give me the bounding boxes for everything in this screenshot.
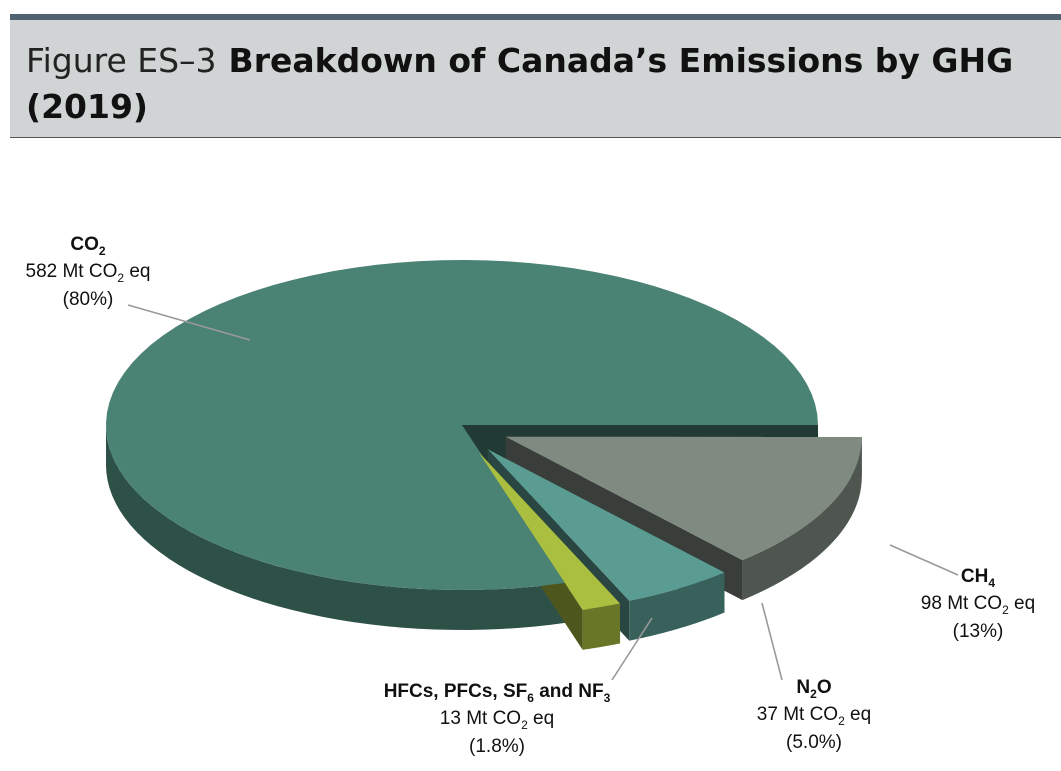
slice-name: CO2 [70,234,106,258]
slice [505,436,862,561]
percent-label: (80%) [63,289,114,310]
slice-side [582,603,621,650]
slice [478,452,621,610]
slice-name: HFCs, PFCs, SF6 and NF3 [384,681,611,705]
slice-side [742,436,862,601]
slice [487,449,725,601]
leader-line [611,617,653,681]
leader-line [761,602,783,681]
value-label: 582 Mt CO2 eq [26,261,151,285]
slice-side [629,572,725,641]
value-label: 37 Mt CO2 eq [757,704,871,728]
slice [106,260,818,590]
figure-label: Figure ES–3 [26,41,217,80]
slice-side [106,425,567,630]
title-block: Figure ES–3 Breakdown of Canada’s Emissio… [26,38,1016,130]
percent-label: (1.8%) [469,736,525,757]
slice-name: N2O [796,677,831,701]
value-label: 98 Mt CO2 eq [921,593,1035,617]
value-label: 13 Mt CO2 eq [440,708,554,732]
header: Figure ES–3 Breakdown of Canada’s Emissio… [10,14,1061,138]
leader-line [889,544,959,576]
leader-line [127,304,251,341]
slice-name: CH4 [961,566,995,590]
percent-label: (13%) [953,621,1004,642]
chart-title: Breakdown of Canada’s Emissions by GHG (… [26,41,1014,126]
percent-label: (5.0%) [786,732,842,753]
